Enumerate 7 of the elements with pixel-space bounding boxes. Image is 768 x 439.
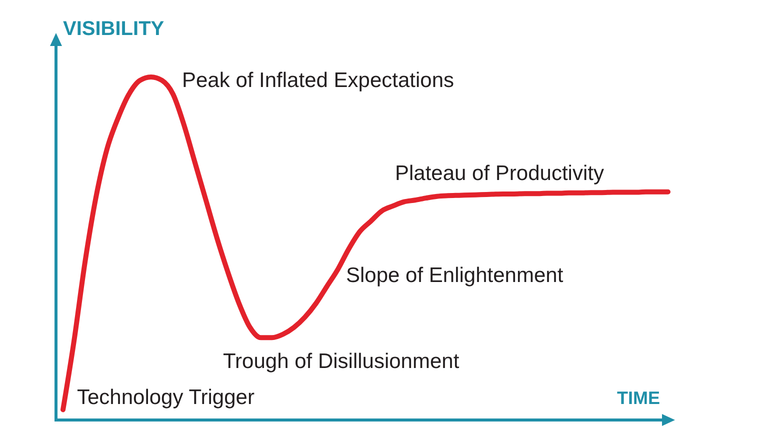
annotation: Trough of Disillusionment (223, 350, 460, 373)
annotation: Slope of Enlightenment (346, 264, 564, 287)
annotation: Technology Trigger (77, 386, 254, 409)
y-axis-title: VISIBILITY (63, 18, 165, 40)
x-axis-title: TIME (617, 388, 660, 408)
annotation: Peak of Inflated Expectations (182, 69, 454, 92)
annotation: Plateau of Productivity (395, 162, 604, 185)
